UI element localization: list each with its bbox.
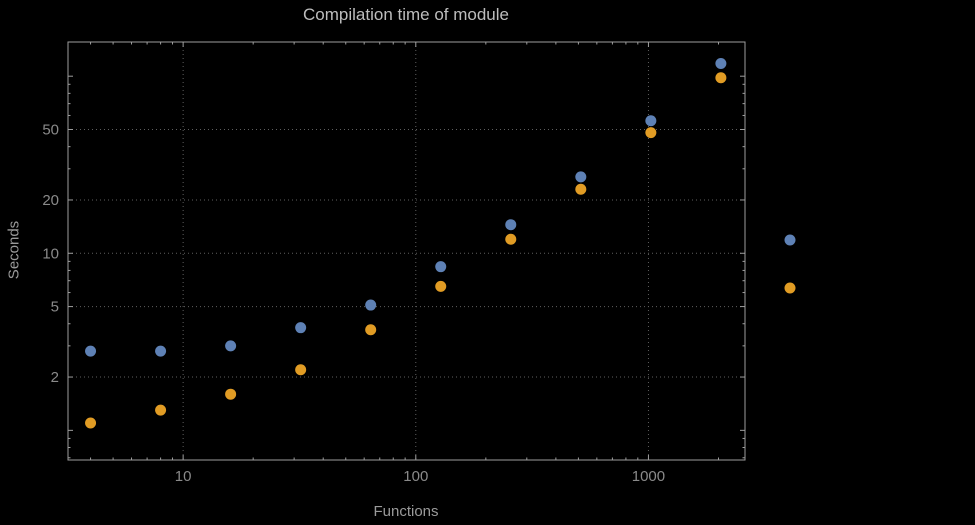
data-point-blue xyxy=(505,219,517,231)
data-point-orange xyxy=(155,404,167,416)
data-point-blue xyxy=(575,171,587,183)
plot-frame xyxy=(67,41,746,461)
data-point-orange xyxy=(295,364,307,376)
data-point-orange xyxy=(715,72,727,84)
data-point-orange xyxy=(85,417,97,429)
y-tick-label: 20 xyxy=(42,192,59,209)
data-point-blue xyxy=(365,299,377,311)
legend-marker xyxy=(784,234,796,246)
chart-title: Compilation time of module xyxy=(303,5,509,24)
data-point-orange xyxy=(505,233,517,245)
x-axis-label: Functions xyxy=(373,503,439,520)
data-point-orange xyxy=(645,127,657,139)
x-tick-label: 100 xyxy=(403,468,428,485)
y-tick-label: 10 xyxy=(42,245,59,262)
y-tick-label: 50 xyxy=(42,122,59,139)
data-point-blue xyxy=(435,261,447,273)
data-point-orange xyxy=(575,183,587,195)
data-point-blue xyxy=(645,115,657,127)
data-point-blue xyxy=(225,340,237,352)
y-tick-label: 2 xyxy=(51,369,59,386)
legend-marker xyxy=(784,282,796,294)
data-point-blue xyxy=(295,322,307,334)
data-point-blue xyxy=(85,345,97,357)
x-tick-label: 10 xyxy=(175,468,192,485)
data-point-blue xyxy=(715,57,727,69)
data-point-orange xyxy=(365,324,377,336)
data-point-orange xyxy=(225,388,237,400)
y-tick-label: 5 xyxy=(51,299,59,316)
data-point-orange xyxy=(435,280,447,292)
x-tick-label: 1000 xyxy=(632,468,665,485)
data-point-blue xyxy=(155,345,167,357)
